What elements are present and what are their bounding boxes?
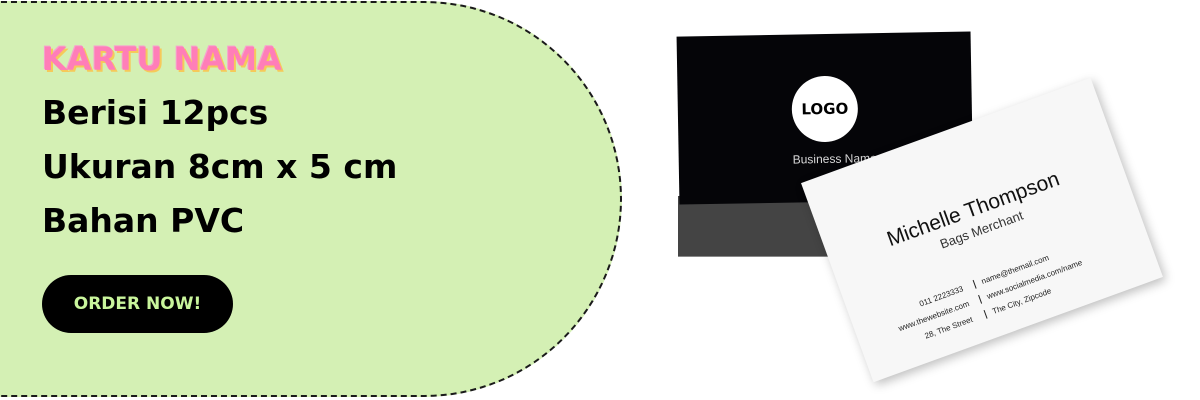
business-card-product-image: LOGO Business Name Michelle Thompson Bag… xyxy=(660,20,1160,390)
card-separator xyxy=(984,310,988,319)
feature-line-material: Bahan PVC xyxy=(42,201,244,240)
logo-placeholder: LOGO xyxy=(791,75,858,142)
order-now-button[interactable]: ORDER NOW! xyxy=(42,275,233,333)
feature-line-quantity: Berisi 12pcs xyxy=(42,93,268,132)
card-separator xyxy=(978,295,982,304)
page-title: KARTU NAMA xyxy=(42,40,282,78)
card-separator xyxy=(973,280,977,289)
feature-line-size: Ukuran 8cm x 5 cm xyxy=(42,147,397,186)
